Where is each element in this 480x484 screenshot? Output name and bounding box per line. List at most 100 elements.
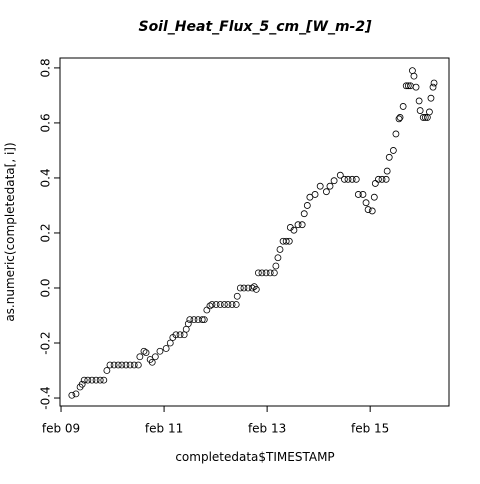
point	[364, 206, 372, 213]
point	[316, 182, 324, 190]
point	[285, 237, 293, 245]
point	[399, 103, 407, 110]
point	[352, 175, 360, 183]
point	[233, 292, 241, 300]
point	[200, 316, 208, 324]
point	[134, 361, 142, 369]
point	[236, 284, 244, 292]
point	[378, 175, 386, 183]
point	[270, 269, 278, 277]
point	[118, 361, 126, 369]
point	[383, 167, 391, 175]
x-tick-label: feb 11	[145, 422, 183, 436]
point	[266, 269, 274, 277]
point	[162, 345, 170, 352]
point	[427, 94, 435, 102]
point	[136, 353, 144, 361]
point	[290, 226, 298, 234]
x-tick-label: feb 15	[351, 422, 389, 436]
point	[244, 284, 252, 292]
point	[276, 246, 284, 253]
point	[84, 376, 92, 384]
point	[96, 376, 104, 384]
point	[80, 376, 88, 384]
point	[224, 301, 232, 308]
y-tick-label: -0.4	[39, 386, 53, 409]
point	[68, 391, 76, 399]
point	[122, 361, 130, 369]
point	[354, 191, 362, 198]
point	[404, 82, 412, 90]
point	[362, 199, 370, 207]
x-axis-label: completedata$TIMESTAMP	[175, 450, 334, 464]
y-axis-label: as.numeric(completedata[, i])	[3, 142, 17, 321]
point	[416, 107, 424, 114]
point	[198, 316, 206, 324]
point	[106, 361, 114, 369]
point	[151, 353, 159, 361]
x-tick-label: feb 09	[42, 422, 80, 436]
point	[220, 301, 228, 308]
point	[429, 83, 437, 91]
point	[142, 349, 150, 357]
point	[258, 269, 266, 277]
y-tick-label: 0.4	[39, 168, 53, 187]
point	[272, 262, 280, 270]
point	[172, 331, 180, 339]
point	[130, 361, 138, 369]
chart-title: Soil_Heat_Flux_5_cm_[W_m-2]	[138, 19, 372, 35]
point	[166, 339, 174, 347]
point	[140, 347, 148, 355]
point	[300, 210, 308, 218]
point	[311, 191, 319, 198]
point	[303, 202, 311, 209]
point	[103, 367, 111, 374]
point	[396, 114, 404, 121]
point	[368, 207, 376, 215]
plot-frame	[59, 57, 450, 407]
point	[254, 269, 262, 277]
point	[190, 316, 198, 324]
x-tick-label: feb 13	[248, 422, 286, 436]
point	[395, 115, 403, 123]
point	[385, 153, 393, 161]
point	[415, 97, 423, 105]
y-tick-label: 0.0	[39, 278, 53, 297]
point	[212, 301, 220, 308]
point	[430, 79, 438, 87]
point	[375, 175, 382, 183]
point	[402, 82, 410, 90]
point	[306, 193, 314, 201]
point	[186, 316, 194, 324]
point	[240, 284, 248, 292]
point	[114, 361, 122, 369]
point	[110, 361, 118, 369]
point	[126, 361, 134, 369]
point	[336, 171, 344, 179]
point	[341, 175, 348, 183]
point	[344, 175, 352, 183]
point	[274, 254, 282, 262]
point	[419, 114, 427, 121]
point	[326, 182, 334, 190]
point	[216, 301, 224, 308]
point	[348, 175, 356, 183]
point	[184, 320, 192, 328]
point	[156, 347, 164, 355]
y-tick-label: -0.2	[39, 331, 53, 354]
point	[232, 301, 240, 308]
point	[382, 175, 390, 183]
point	[228, 301, 236, 308]
point	[92, 376, 100, 384]
point	[262, 269, 270, 277]
point	[72, 390, 80, 398]
point	[78, 380, 86, 388]
point	[421, 114, 429, 121]
point	[389, 147, 397, 154]
y-tick-label: 0.2	[39, 223, 53, 242]
point	[330, 177, 338, 185]
point	[370, 193, 378, 201]
